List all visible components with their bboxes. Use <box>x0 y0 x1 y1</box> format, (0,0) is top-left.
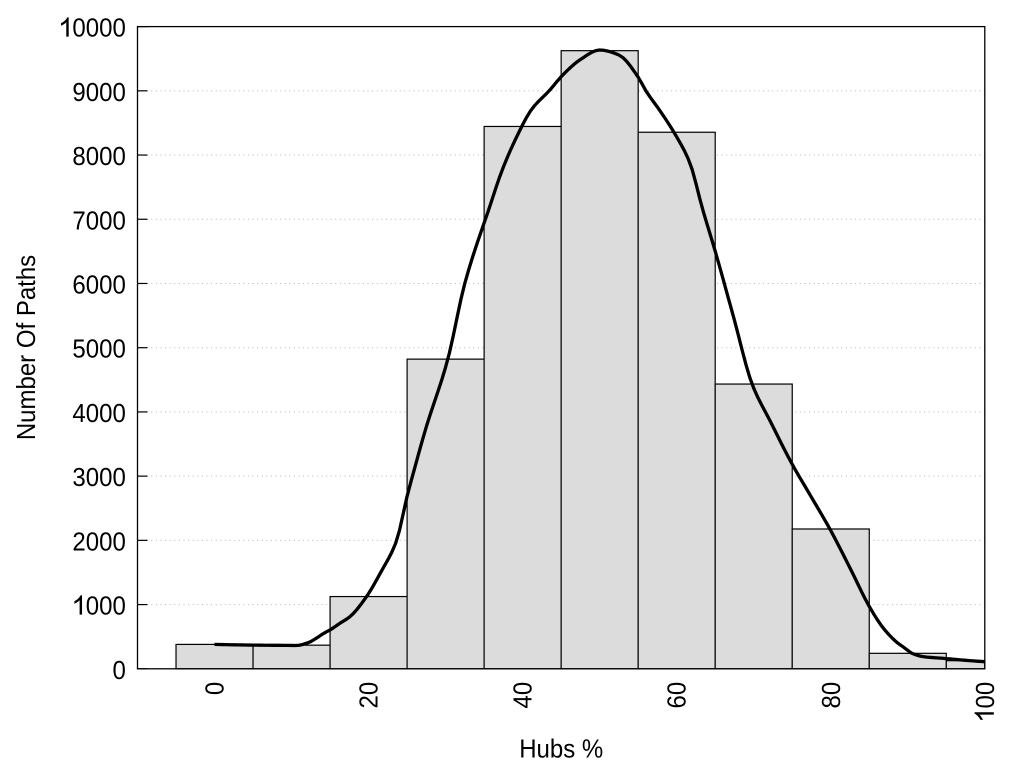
svg-text:8000: 8000 <box>72 142 125 171</box>
svg-text:5000: 5000 <box>72 335 125 364</box>
svg-text:4000: 4000 <box>72 399 125 428</box>
svg-text:80: 80 <box>817 682 846 709</box>
svg-text:Hubs %: Hubs % <box>519 734 603 763</box>
svg-text:6000: 6000 <box>72 271 125 300</box>
svg-text:0: 0 <box>112 656 125 685</box>
svg-text:0: 0 <box>201 682 230 695</box>
svg-text:Number Of Paths: Number Of Paths <box>12 255 41 440</box>
svg-text:7000: 7000 <box>72 206 125 235</box>
svg-text:2000: 2000 <box>72 527 125 556</box>
svg-text:60: 60 <box>663 682 692 709</box>
svg-text:20: 20 <box>355 682 384 709</box>
svg-text:0000: 0000 <box>72 14 125 43</box>
svg-text:000: 000 <box>86 592 126 621</box>
svg-text:9000: 9000 <box>72 78 125 107</box>
svg-text:00: 00 <box>971 682 1000 709</box>
svg-text:3000: 3000 <box>72 463 125 492</box>
svg-text:40: 40 <box>509 682 538 709</box>
